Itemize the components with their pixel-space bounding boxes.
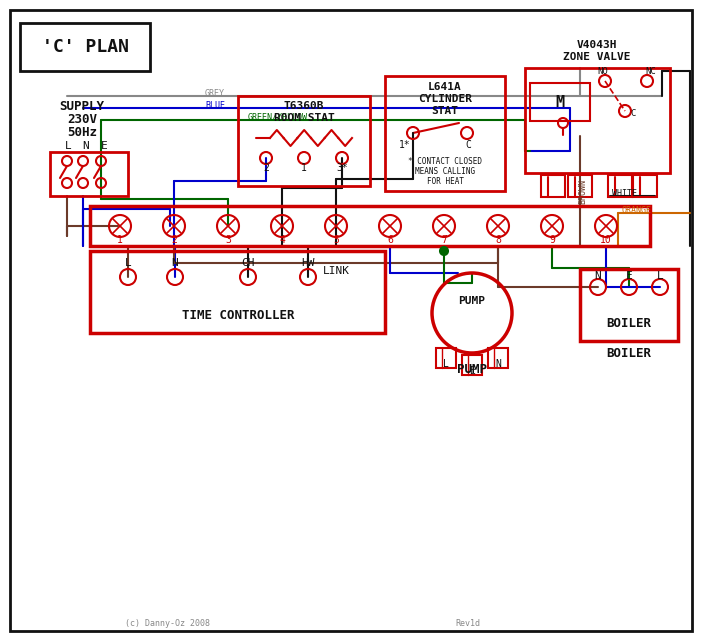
Text: ROOM STAT: ROOM STAT [274, 113, 334, 123]
Text: BOILER: BOILER [607, 347, 651, 360]
Text: NC: NC [646, 67, 656, 76]
Text: ZONE VALVE: ZONE VALVE [563, 52, 631, 62]
Text: N: N [495, 359, 501, 369]
Text: L: L [443, 359, 449, 369]
Text: E: E [469, 366, 475, 376]
Text: GREEN/YELLOW: GREEN/YELLOW [248, 113, 308, 122]
Text: 10: 10 [600, 235, 612, 245]
Text: PUMP: PUMP [457, 363, 487, 376]
Text: Rev1d: Rev1d [455, 619, 480, 628]
Text: C: C [465, 140, 471, 150]
Text: 3*: 3* [336, 163, 348, 173]
Text: 4: 4 [279, 235, 285, 245]
Text: 7: 7 [441, 235, 447, 245]
Text: 1: 1 [117, 235, 123, 245]
Text: SUPPLY: SUPPLY [60, 99, 105, 113]
Text: MEANS CALLING: MEANS CALLING [415, 167, 475, 176]
Text: N: N [595, 271, 602, 281]
Text: M: M [555, 94, 564, 110]
Text: (c) Danny-Oz 2008: (c) Danny-Oz 2008 [125, 619, 210, 628]
Text: 2: 2 [263, 163, 269, 173]
Text: L: L [656, 271, 663, 281]
Text: E: E [625, 271, 633, 281]
Text: L: L [125, 258, 131, 268]
Text: NO: NO [597, 67, 609, 76]
Text: HW: HW [301, 258, 314, 268]
Text: FOR HEAT: FOR HEAT [427, 176, 463, 185]
Text: PUMP: PUMP [458, 296, 486, 306]
Text: TIME CONTROLLER: TIME CONTROLLER [182, 308, 294, 322]
Text: 9: 9 [549, 235, 555, 245]
Text: 230V: 230V [67, 113, 97, 126]
Text: C: C [630, 108, 636, 117]
Text: 'C' PLAN: 'C' PLAN [41, 38, 128, 56]
Text: ORANGE: ORANGE [621, 206, 651, 215]
Text: 2: 2 [171, 235, 177, 245]
Text: BOILER: BOILER [607, 317, 651, 329]
Text: 3: 3 [225, 235, 231, 245]
Text: 5: 5 [333, 235, 339, 245]
Text: BROWN: BROWN [578, 178, 588, 203]
Text: T6360B: T6360B [284, 101, 324, 111]
Circle shape [440, 247, 448, 255]
Text: E: E [100, 141, 107, 151]
Text: 1: 1 [301, 163, 307, 173]
Text: LINK: LINK [322, 266, 350, 276]
Text: STAT: STAT [432, 106, 458, 116]
Text: GREY: GREY [205, 88, 225, 97]
Text: BLUE: BLUE [205, 101, 225, 110]
Text: CYLINDER: CYLINDER [418, 94, 472, 104]
Text: L: L [65, 141, 72, 151]
Text: N: N [171, 258, 178, 268]
Text: 50Hz: 50Hz [67, 126, 97, 138]
Text: WHITE: WHITE [613, 188, 637, 197]
Text: 6: 6 [387, 235, 393, 245]
Text: CH: CH [241, 258, 255, 268]
Text: 1*: 1* [399, 140, 411, 150]
Text: L641A: L641A [428, 82, 462, 92]
Text: 8: 8 [495, 235, 501, 245]
Text: V4043H: V4043H [577, 40, 617, 50]
Text: N: N [83, 141, 89, 151]
Text: * CONTACT CLOSED: * CONTACT CLOSED [408, 156, 482, 165]
